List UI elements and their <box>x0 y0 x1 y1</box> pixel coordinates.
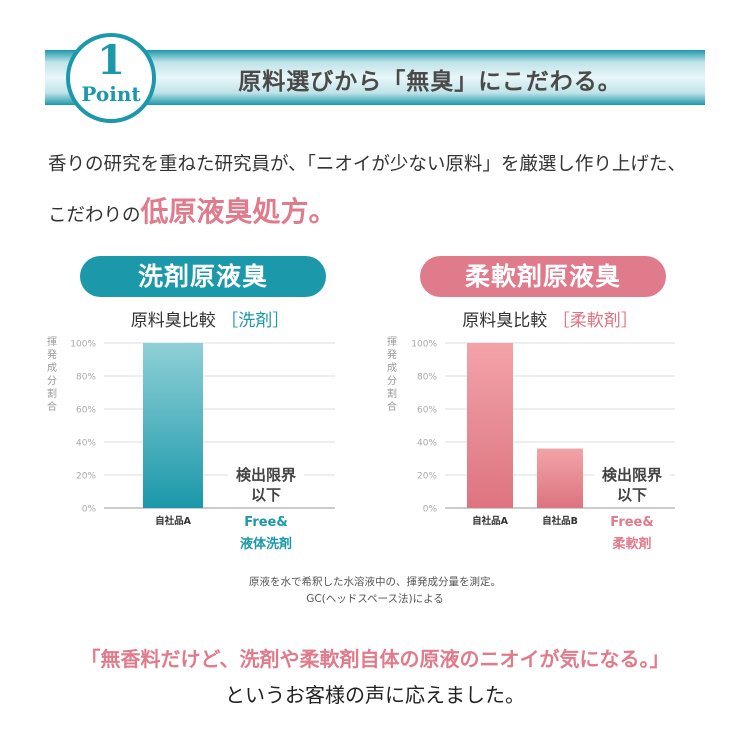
section-title: 原料選びから「無臭」にこだわる。 <box>238 69 622 95</box>
bar <box>143 343 203 508</box>
chart-title-tag: ［柔軟剤］ <box>552 311 638 331</box>
free-product-label: 柔軟剤 <box>611 536 651 552</box>
chart-title-text: 原料臭比較 <box>462 311 548 331</box>
y-axis-label-char: 成 <box>47 362 57 374</box>
intro-line-1: 香りの研究を重ねた研究員が、「ニオイが少ない原料」を厳選し作り上げた、 <box>48 154 686 175</box>
y-axis-label-char: 揮 <box>387 335 397 348</box>
y-axis-label-char: 発 <box>387 348 397 361</box>
category-label: 自社品A <box>155 515 192 527</box>
category-label: 自社品A <box>472 515 509 527</box>
category-label: 自社品B <box>542 515 578 527</box>
intro-prefix: こだわりの <box>48 205 141 226</box>
y-tick-label: 80% <box>76 373 96 383</box>
closing-text: というお客様の声に応えました。 <box>225 683 525 707</box>
bar <box>537 448 583 508</box>
y-axis-label-char: 合 <box>47 400 57 413</box>
y-axis-label-char: 成 <box>387 362 397 374</box>
detection-limit-label: 検出限界 <box>236 466 296 484</box>
y-axis-label-char: 分 <box>387 375 397 387</box>
point-number: 1 <box>97 37 125 84</box>
detergent-chart-title: 原料臭比較 ［洗剤］ <box>80 306 340 331</box>
point-badge: 1 Point <box>66 33 156 123</box>
chart-title-tag: ［洗剤］ <box>221 311 290 331</box>
chart-title-text: 原料臭比較 <box>130 311 216 331</box>
free-product-label: Free& <box>244 515 287 530</box>
softener-chart-title: 原料臭比較 ［柔軟剤］ <box>420 306 680 331</box>
y-tick-label: 60% <box>76 406 96 416</box>
y-tick-label: 20% <box>76 472 96 482</box>
detection-limit-label: 検出限界 <box>602 466 662 484</box>
detergent-badge: 洗剤原液臭 <box>80 256 326 297</box>
y-tick-label: 20% <box>417 472 437 482</box>
y-tick-label: 80% <box>417 373 437 383</box>
y-axis-label-char: 揮 <box>47 335 57 348</box>
y-axis-label-char: 発 <box>47 348 57 361</box>
intro-line-2: こだわりの低原液臭処方。 <box>48 190 337 230</box>
y-tick-label: 100% <box>411 340 437 350</box>
point-label: Point <box>81 82 141 106</box>
free-product-label: Free& <box>610 515 653 530</box>
softener-badge: 柔軟剤原液臭 <box>420 256 666 297</box>
y-tick-label: 0% <box>82 505 97 515</box>
detection-limit-label: 以下 <box>251 486 281 504</box>
annotation-bg <box>228 460 304 504</box>
free-product-label: 液体洗剤 <box>240 536 292 552</box>
detection-limit-label: 以下 <box>617 486 647 504</box>
y-tick-label: 60% <box>417 406 437 416</box>
annotation-bg <box>594 460 670 504</box>
customer-quote: 「無香料だけど、洗剤や柔軟剤自体の原液のニオイが気になる。」 <box>80 647 670 671</box>
intro-highlight: 低原液臭処方。 <box>140 195 337 228</box>
y-tick-label: 0% <box>423 505 438 515</box>
measurement-note: 原液を水で希釈した水溶液中の、揮発成分量を測定。 <box>249 576 501 588</box>
bar <box>467 343 513 508</box>
y-tick-label: 100% <box>70 340 96 350</box>
y-axis-label-char: 合 <box>387 400 397 413</box>
y-axis-label-char: 分 <box>47 375 57 387</box>
y-axis-label-char: 割 <box>387 387 397 400</box>
y-axis-label-char: 割 <box>47 387 57 400</box>
y-tick-label: 40% <box>76 439 96 449</box>
method-note: GC(ヘッドスペース法)による <box>306 593 444 605</box>
y-tick-label: 40% <box>417 439 437 449</box>
